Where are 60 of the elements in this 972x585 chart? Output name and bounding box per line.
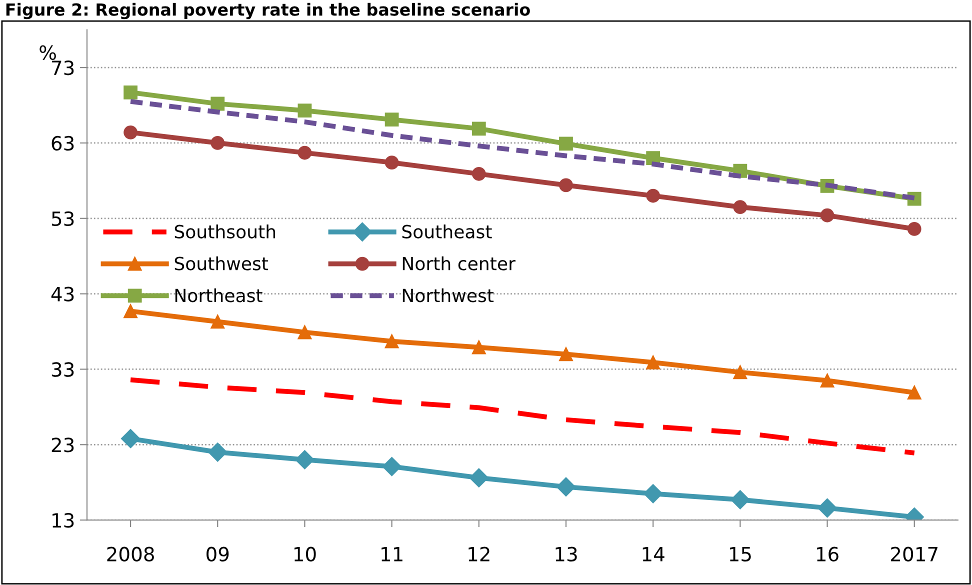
y-tick-label: 73	[52, 60, 74, 76]
point	[124, 125, 138, 140]
x-tick-label: 10	[294, 546, 316, 562]
legend-label: Northeast	[175, 288, 262, 302]
point	[644, 484, 663, 504]
point	[210, 96, 225, 111]
point	[124, 304, 138, 318]
x-tick-label: 16	[817, 546, 838, 562]
point	[298, 104, 312, 118]
point	[124, 85, 138, 100]
point	[469, 468, 488, 488]
point	[820, 374, 834, 388]
point	[559, 136, 573, 151]
y-tick-label: 43	[51, 286, 74, 302]
point	[646, 188, 660, 203]
x-tick-label: 09	[206, 546, 229, 562]
y-tick-label: 13	[52, 513, 74, 528]
point	[298, 146, 312, 160]
point	[559, 178, 573, 192]
point	[472, 122, 486, 136]
point	[295, 450, 314, 470]
point	[472, 166, 486, 181]
point	[298, 325, 312, 340]
point	[382, 456, 402, 476]
x-tick-label: 2008	[107, 546, 154, 562]
legend-label: Southsouth	[174, 224, 276, 238]
y-tick-label: 23	[52, 438, 74, 452]
x-tick-label: 12	[468, 546, 490, 562]
point	[208, 442, 228, 462]
x-tick-label: 11	[382, 547, 402, 562]
point	[730, 490, 750, 510]
point	[121, 429, 140, 448]
legend-label: North center	[402, 256, 516, 270]
point	[384, 112, 399, 127]
legend-label: Southeast	[402, 224, 492, 238]
x-tick-label: 2017	[891, 546, 938, 562]
point	[733, 365, 748, 380]
point	[210, 136, 225, 150]
chart-title: Figure 2: Regional poverty rate in the baseline scenario	[6, 2, 530, 20]
y-tick-label: 33	[52, 362, 74, 377]
point	[646, 355, 660, 370]
point	[384, 156, 399, 170]
x-tick-label: 14	[642, 547, 664, 562]
point	[820, 208, 834, 222]
point	[907, 222, 922, 236]
point	[733, 200, 748, 214]
y-axis-title: %	[40, 45, 56, 60]
y-tick-label: 53	[52, 211, 74, 226]
y-tick-label: 63	[52, 136, 74, 151]
legend-label: Northwest	[402, 288, 494, 302]
x-tick-label: 15	[730, 547, 751, 562]
point	[556, 477, 576, 496]
point	[384, 334, 399, 348]
point	[472, 340, 486, 354]
legend-label: Southwest	[174, 256, 268, 270]
point	[559, 347, 573, 362]
point	[907, 386, 922, 400]
x-tick-label: 13	[556, 546, 577, 562]
point	[210, 314, 225, 329]
point	[818, 498, 837, 518]
